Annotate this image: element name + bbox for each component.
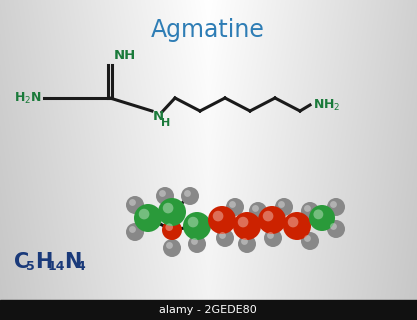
Circle shape	[188, 217, 198, 228]
Text: N: N	[153, 110, 164, 123]
Circle shape	[208, 206, 236, 234]
Circle shape	[144, 214, 158, 228]
Circle shape	[252, 205, 259, 212]
Circle shape	[129, 226, 136, 233]
Circle shape	[162, 220, 182, 240]
Circle shape	[244, 241, 253, 250]
Circle shape	[132, 229, 141, 238]
Circle shape	[134, 204, 162, 232]
Circle shape	[330, 223, 337, 230]
Circle shape	[264, 229, 282, 247]
Circle shape	[304, 205, 311, 212]
Circle shape	[129, 199, 136, 206]
Circle shape	[188, 235, 206, 253]
Circle shape	[275, 198, 293, 216]
Circle shape	[159, 190, 166, 197]
Circle shape	[191, 238, 198, 245]
Circle shape	[132, 202, 141, 211]
Circle shape	[307, 208, 317, 217]
Text: NH: NH	[114, 49, 136, 62]
Circle shape	[288, 217, 299, 228]
Circle shape	[156, 187, 174, 205]
Circle shape	[162, 193, 171, 202]
Circle shape	[213, 211, 224, 221]
Circle shape	[270, 235, 279, 244]
Circle shape	[183, 212, 211, 240]
Circle shape	[232, 204, 241, 213]
Circle shape	[166, 223, 173, 231]
Circle shape	[333, 204, 342, 213]
Circle shape	[327, 198, 345, 216]
Circle shape	[281, 204, 290, 213]
Circle shape	[258, 206, 286, 234]
Circle shape	[194, 241, 203, 250]
Text: N: N	[64, 252, 81, 272]
Circle shape	[126, 196, 144, 214]
Circle shape	[238, 217, 249, 228]
Circle shape	[233, 212, 261, 240]
Circle shape	[333, 226, 342, 235]
Circle shape	[314, 209, 323, 219]
Circle shape	[184, 190, 191, 197]
Circle shape	[330, 201, 337, 208]
Circle shape	[304, 235, 311, 242]
Bar	[0, 300, 417, 320]
Circle shape	[218, 216, 232, 230]
Circle shape	[163, 239, 181, 257]
Circle shape	[187, 193, 196, 202]
Circle shape	[158, 198, 186, 226]
Circle shape	[216, 229, 234, 247]
Circle shape	[243, 222, 257, 236]
Circle shape	[293, 222, 307, 236]
Circle shape	[327, 220, 345, 238]
Text: alamy - 2GEDE80: alamy - 2GEDE80	[159, 305, 257, 315]
Text: H: H	[35, 252, 53, 272]
Circle shape	[222, 235, 231, 244]
Circle shape	[301, 202, 319, 220]
Circle shape	[163, 203, 173, 213]
Text: 14: 14	[48, 260, 65, 274]
Text: 4: 4	[76, 260, 85, 274]
Circle shape	[249, 202, 267, 220]
Circle shape	[283, 212, 311, 240]
Circle shape	[267, 232, 274, 239]
Circle shape	[263, 211, 274, 221]
Circle shape	[238, 235, 256, 253]
Circle shape	[268, 216, 282, 230]
Circle shape	[318, 214, 331, 227]
Circle shape	[169, 245, 178, 254]
Circle shape	[181, 187, 199, 205]
Circle shape	[169, 227, 179, 237]
Circle shape	[301, 232, 319, 250]
Text: 5: 5	[26, 260, 35, 274]
Text: H: H	[161, 118, 170, 128]
Circle shape	[229, 201, 236, 208]
Circle shape	[126, 223, 144, 241]
Text: Agmatine: Agmatine	[151, 18, 265, 42]
Circle shape	[193, 222, 207, 236]
Circle shape	[255, 208, 264, 217]
Text: NH$_2$: NH$_2$	[313, 98, 340, 113]
Circle shape	[168, 208, 182, 222]
Circle shape	[166, 242, 173, 249]
Circle shape	[226, 198, 244, 216]
Circle shape	[307, 238, 317, 247]
Text: C: C	[14, 252, 29, 272]
Text: H$_2$N: H$_2$N	[14, 91, 42, 106]
Circle shape	[139, 209, 149, 220]
Circle shape	[219, 232, 226, 239]
Circle shape	[278, 201, 285, 208]
Circle shape	[309, 205, 335, 231]
Circle shape	[241, 238, 248, 245]
